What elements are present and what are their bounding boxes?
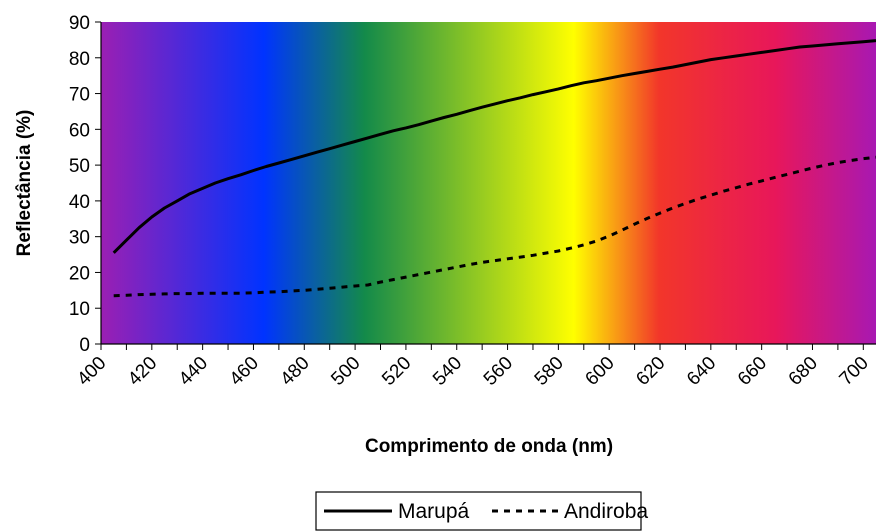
series-layer xyxy=(112,39,876,298)
legend-label-marupa: Marupá xyxy=(398,500,470,523)
x-tick-label: 620 xyxy=(632,353,669,390)
legend: Marupá Andiroba xyxy=(315,491,648,531)
y-tick-label: 80 xyxy=(69,49,90,70)
y-tick-label: 50 xyxy=(69,156,90,177)
y-tick-label: 0 xyxy=(79,335,90,356)
y-tick-label: 60 xyxy=(69,120,90,141)
x-tick-label: 540 xyxy=(429,353,466,390)
x-tick-label: 660 xyxy=(734,353,771,390)
y-tick-label: 20 xyxy=(69,263,90,284)
x-tick-label: 640 xyxy=(683,353,720,390)
x-tick-label: 580 xyxy=(531,353,568,390)
y-tick-label: 70 xyxy=(69,85,90,106)
x-tick-label: 460 xyxy=(226,353,263,390)
x-tick-label: 520 xyxy=(378,353,415,390)
series-line-marupa xyxy=(112,39,876,254)
x-tick-label: 560 xyxy=(480,353,517,390)
y-tick-label: 30 xyxy=(69,228,90,249)
x-tick-label: 400 xyxy=(73,353,110,390)
legend-label-andiroba: Andiroba xyxy=(564,500,648,523)
y-axis-title: Reflectância (%) xyxy=(14,110,35,257)
x-tick-label: 500 xyxy=(327,353,364,390)
y-tick-label: 40 xyxy=(69,192,90,213)
x-tick-label: 600 xyxy=(581,353,618,390)
x-tick-label: 700 xyxy=(836,353,873,390)
y-tick-label: 90 xyxy=(69,13,90,34)
spectrum-background xyxy=(101,22,876,344)
x-tick-label: 480 xyxy=(277,353,314,390)
x-tick-label: 680 xyxy=(785,353,822,390)
x-tick-label: 420 xyxy=(124,353,161,390)
x-axis-title: Comprimento de onda (nm) xyxy=(365,436,613,457)
series-line-andiroba xyxy=(113,155,876,298)
y-tick-label: 10 xyxy=(69,299,90,320)
x-tick-label: 440 xyxy=(175,353,212,390)
